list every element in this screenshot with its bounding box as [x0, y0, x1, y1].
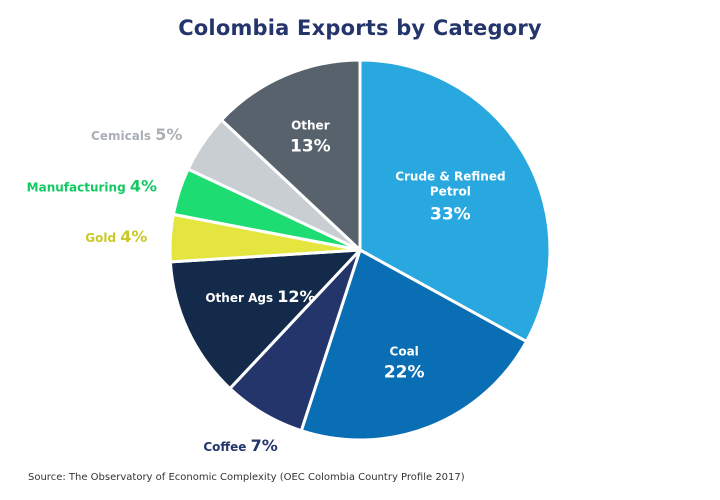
slice-label-coal: Coal	[390, 345, 419, 359]
slice-label-coffee: Coffee 7%	[203, 436, 277, 455]
slice-value-other: 13%	[290, 136, 331, 156]
pie-slice-other-ags	[168, 248, 362, 390]
slice-label-other: Other	[291, 118, 330, 132]
source-note: Source: The Observatory of Economic Comp…	[28, 472, 465, 483]
slice-value-coal: 22%	[384, 363, 425, 383]
slice-label-cemicals: Cemicals 5%	[91, 125, 182, 144]
pie-slice-other	[220, 58, 362, 252]
slice-label-manufacturing: Manufacturing 4%	[27, 177, 157, 196]
slice-label-other-ags: Other Ags 12%	[205, 287, 315, 306]
slice-label-gold: Gold 4%	[85, 227, 147, 246]
pie-slice-coal	[299, 248, 528, 442]
slice-value-crude-and-refined-petrol: 33%	[430, 205, 471, 225]
pie-slice-crude-and-refined-petrol	[358, 58, 552, 344]
chart-title: Colombia Exports by Category	[178, 16, 542, 40]
slice-label-crude-and-refined-petrol: Crude & Refined Petrol	[395, 170, 505, 199]
